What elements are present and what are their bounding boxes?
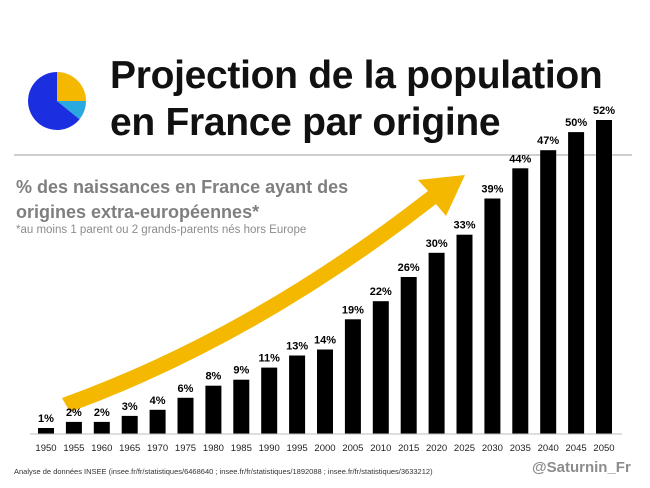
bar-2040 bbox=[540, 150, 557, 434]
data-label-2030: 39% bbox=[481, 184, 503, 196]
data-label-1965: 3% bbox=[122, 401, 138, 413]
bar-2005 bbox=[344, 319, 361, 434]
bar-1975 bbox=[177, 397, 194, 434]
x-tick-2035: 2035 bbox=[510, 443, 531, 454]
pie-slice-blue bbox=[28, 72, 80, 130]
x-tick-2025: 2025 bbox=[454, 443, 475, 454]
data-label-2040: 47% bbox=[537, 135, 559, 147]
data-label-2045: 50% bbox=[565, 117, 587, 129]
x-tick-2015: 2015 bbox=[398, 443, 419, 454]
chart-subtitle: % des naissances en France ayant des ori… bbox=[16, 175, 416, 225]
bar-1960 bbox=[93, 421, 110, 434]
x-tick-2030: 2030 bbox=[482, 443, 503, 454]
data-label-2000: 14% bbox=[314, 335, 336, 347]
pie-slice-cyan bbox=[57, 101, 87, 120]
data-label-2025: 33% bbox=[453, 220, 475, 232]
data-label-1995: 13% bbox=[286, 341, 308, 353]
x-tick-2010: 2010 bbox=[370, 443, 391, 454]
bar-1995 bbox=[289, 355, 306, 434]
subtitle-line-1: % des naissances en France ayant des bbox=[16, 177, 349, 197]
data-label-1980: 8% bbox=[205, 371, 221, 383]
x-tick-1965: 1965 bbox=[119, 443, 140, 454]
bar-2015 bbox=[400, 277, 417, 434]
data-label-1960: 2% bbox=[94, 407, 110, 419]
author-handle: @Saturnin_Fr bbox=[532, 459, 631, 476]
bar-1985 bbox=[233, 379, 250, 434]
x-tick-2045: 2045 bbox=[566, 443, 587, 454]
trend-arrow bbox=[62, 175, 465, 412]
pie-slice-yellow bbox=[57, 72, 86, 101]
title-line-1: Projection de la population bbox=[110, 54, 603, 97]
x-tick-1960: 1960 bbox=[91, 443, 112, 454]
bar-1950 bbox=[38, 428, 54, 434]
bar-2020 bbox=[428, 252, 445, 434]
bar-1980 bbox=[205, 385, 222, 434]
data-label-1990: 11% bbox=[258, 353, 280, 365]
x-tick-1975: 1975 bbox=[175, 443, 196, 454]
bar-1970 bbox=[149, 409, 166, 434]
x-tick-1950: 1950 bbox=[35, 443, 56, 454]
data-label-1970: 4% bbox=[150, 395, 166, 407]
x-tick-1985: 1985 bbox=[231, 443, 252, 454]
bar-1990 bbox=[261, 367, 278, 434]
data-label-2035: 44% bbox=[509, 153, 531, 165]
bar-2030 bbox=[484, 198, 501, 434]
x-tick-2005: 2005 bbox=[342, 443, 363, 454]
bar-2045 bbox=[568, 132, 585, 434]
x-tick-2050: 2050 bbox=[593, 443, 614, 454]
data-label-2050: 52% bbox=[593, 105, 615, 117]
title-line-2: en France par origine bbox=[110, 101, 501, 144]
source-note: Analyse de données INSEE (insee.fr/fr/st… bbox=[14, 467, 433, 476]
data-label-1950: 1% bbox=[38, 413, 54, 425]
x-tick-1995: 1995 bbox=[287, 443, 308, 454]
page-title: Projection de la population en France pa… bbox=[110, 52, 640, 146]
data-label-1975: 6% bbox=[178, 383, 194, 395]
x-tick-2000: 2000 bbox=[314, 443, 335, 454]
bar-2000 bbox=[317, 349, 333, 434]
bar-2035 bbox=[512, 168, 529, 435]
pie-chart-icon bbox=[28, 72, 87, 130]
footnote: *au moins 1 parent ou 2 grands-parents n… bbox=[16, 224, 307, 236]
data-label-2020: 30% bbox=[426, 238, 448, 250]
x-tick-1955: 1955 bbox=[63, 443, 84, 454]
data-label-2005: 19% bbox=[342, 304, 364, 316]
x-tick-2040: 2040 bbox=[538, 443, 559, 454]
data-label-1955: 2% bbox=[66, 407, 82, 419]
data-label-2015: 26% bbox=[398, 262, 420, 274]
subtitle-line-2: origines extra-européennes* bbox=[16, 202, 260, 222]
x-tick-1970: 1970 bbox=[147, 443, 168, 454]
data-label-1985: 9% bbox=[233, 365, 249, 377]
bar-1965 bbox=[121, 415, 138, 434]
bar-2050 bbox=[596, 120, 612, 434]
x-tick-2020: 2020 bbox=[426, 443, 447, 454]
data-label-2010: 22% bbox=[370, 286, 392, 298]
x-tick-1990: 1990 bbox=[259, 443, 280, 454]
bar-1955 bbox=[65, 421, 82, 434]
x-tick-1980: 1980 bbox=[203, 443, 224, 454]
bar-2010 bbox=[372, 301, 389, 434]
title-divider bbox=[14, 154, 632, 156]
bar-2025 bbox=[456, 234, 473, 434]
